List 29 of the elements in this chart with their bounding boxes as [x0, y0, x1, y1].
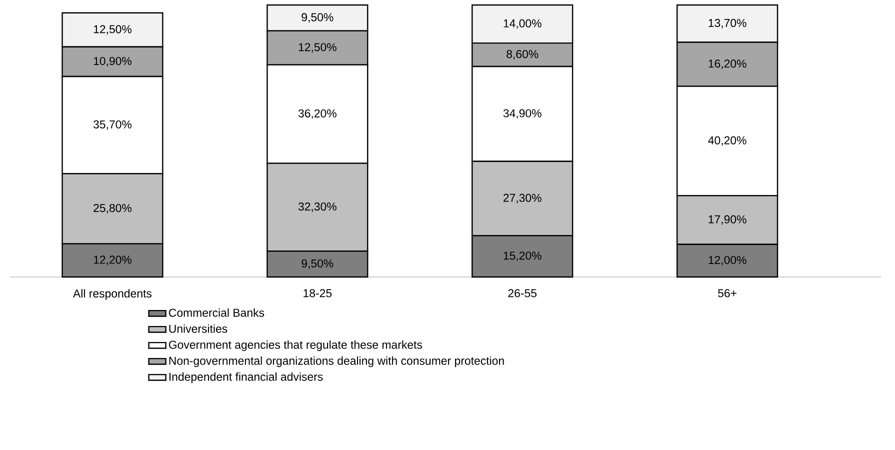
legend-label: Commercial Banks — [168, 308, 264, 317]
data-label: 40,20% — [708, 136, 746, 146]
data-label: 10,90% — [94, 56, 132, 66]
data-label: 35,70% — [93, 120, 132, 130]
data-label: 36,20% — [298, 109, 336, 119]
data-label: 17,90% — [708, 215, 746, 225]
data-label: 9,50% — [302, 13, 334, 23]
data-label: 12,50% — [94, 25, 132, 35]
x-tick-label: 26-55 — [508, 289, 537, 298]
data-label: 12,20% — [94, 256, 132, 266]
data-label: 12,00% — [708, 256, 746, 266]
data-label: 27,30% — [504, 194, 542, 204]
data-label: 34,90% — [503, 109, 542, 119]
legend-label: Universities — [169, 324, 228, 333]
data-label: 15,20% — [504, 252, 542, 262]
legend-label: Government agencies that regulate these markets — [168, 340, 422, 352]
data-label: 14,00% — [504, 19, 542, 29]
x-tick-label: 56+ — [718, 289, 736, 298]
data-label: 32,30% — [298, 202, 336, 212]
data-label: 9,50% — [302, 259, 334, 269]
data-label: 12,50% — [298, 43, 336, 53]
data-label: 25,80% — [94, 204, 132, 214]
data-label: 13,70% — [708, 18, 746, 28]
data-label: 16,20% — [708, 60, 746, 70]
x-tick-label: All respondents — [73, 289, 152, 300]
data-label: 8,60% — [506, 50, 538, 60]
legend-label: Non-governmental organizations dealing with consumer protection — [169, 356, 504, 368]
x-tick-label: 18-25 — [304, 289, 332, 298]
legend-label: Independent financial advisers — [169, 372, 323, 384]
